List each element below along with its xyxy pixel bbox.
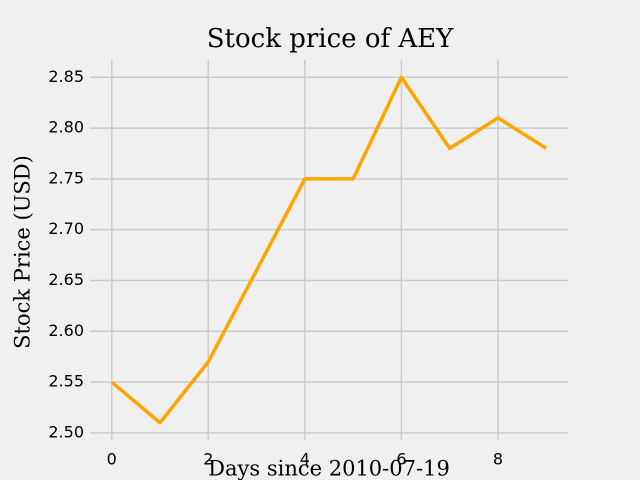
y-tick-label: 2.50 [48, 422, 84, 441]
chart-title: Stock price of AEY [207, 24, 454, 54]
y-axis-label: Stock Price (USD) [11, 155, 35, 349]
y-tick-label: 2.65 [48, 270, 84, 289]
y-tick-label: 2.60 [48, 321, 84, 340]
x-tick-label: 2 [203, 450, 213, 469]
x-tick-label: 6 [396, 450, 406, 469]
y-tick-label: 2.75 [48, 168, 84, 187]
x-tick-label: 0 [107, 450, 117, 469]
y-tick-label: 2.70 [48, 219, 84, 238]
x-axis-label: Days since 2010-07-19 [208, 457, 450, 480]
y-tick-label: 2.55 [48, 372, 84, 391]
x-tick-label: 4 [300, 450, 310, 469]
x-tick-label: 8 [493, 450, 503, 469]
y-tick-label: 2.85 [48, 67, 84, 86]
y-tick-label: 2.80 [48, 118, 84, 137]
line [110, 75, 548, 425]
